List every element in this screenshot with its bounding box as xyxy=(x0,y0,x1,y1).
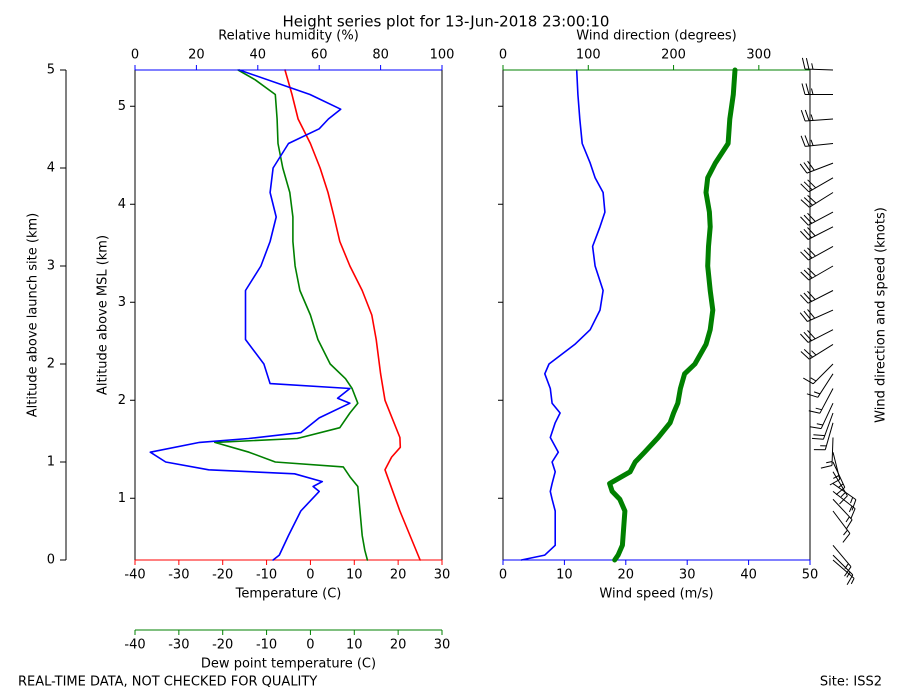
wind-barb xyxy=(811,412,834,440)
wind-barb xyxy=(806,373,834,398)
wind-barb xyxy=(800,135,834,147)
wind-barb xyxy=(832,554,854,586)
x-tick-label: 20 xyxy=(390,638,407,653)
x-tick-label: 0 xyxy=(306,638,314,653)
x-tick-label: -30 xyxy=(168,638,189,653)
wind-barb xyxy=(808,388,834,414)
y-tick-label: 4 xyxy=(47,161,55,176)
y-axis-label: Altitude above launch site (km) xyxy=(26,213,41,417)
wind-barb xyxy=(801,83,833,95)
x-tick-label: 10 xyxy=(346,638,363,653)
wind-barb xyxy=(832,559,855,585)
x-axis-label: Wind speed (m/s) xyxy=(599,587,713,602)
x-axis-label: Dew point temperature (C) xyxy=(201,657,376,672)
x-axis-label: Relative humidity (%) xyxy=(218,29,359,44)
x-tick-label: 30 xyxy=(434,568,451,583)
x-tick-label: 100 xyxy=(576,48,601,63)
wind-barb xyxy=(832,471,848,505)
wind-barb xyxy=(799,160,834,174)
wind-barb xyxy=(800,265,834,281)
x-tick-label: 20 xyxy=(618,568,635,583)
y-tick-label: 5 xyxy=(47,63,55,78)
wind-barb xyxy=(800,245,834,261)
y-tick-label: 3 xyxy=(47,259,55,274)
x-tick-label: 80 xyxy=(372,48,389,63)
x-tick-label: 10 xyxy=(346,568,363,583)
wind-barb xyxy=(803,363,834,385)
profile-line xyxy=(149,69,351,561)
profile-line xyxy=(520,69,606,561)
x-tick-label: 60 xyxy=(311,48,328,63)
y-tick-label: 2 xyxy=(47,357,55,372)
wind-barb xyxy=(832,544,852,577)
wind-barb xyxy=(813,422,834,451)
wind-barb xyxy=(799,309,834,322)
x-tick-label: 50 xyxy=(802,568,819,583)
x-tick-label: -20 xyxy=(212,568,233,583)
x-tick-label: -40 xyxy=(124,568,145,583)
y2-tick-label: 1 xyxy=(118,491,126,506)
x-tick-label: 40 xyxy=(250,48,267,63)
profile-line xyxy=(214,69,369,561)
wind-barb xyxy=(809,402,834,430)
wind-barb xyxy=(832,498,853,530)
x-tick-label: 20 xyxy=(188,48,205,63)
y2-tick-label: 5 xyxy=(118,99,126,114)
barb-label: Wind direction and speed (knots) xyxy=(874,207,889,423)
x-tick-label: 30 xyxy=(434,638,451,653)
wind-barb xyxy=(820,437,834,469)
wind-barb xyxy=(800,290,834,304)
footer-right: Site: ISS2 xyxy=(820,675,882,690)
x-tick-label: -30 xyxy=(168,568,189,583)
profile-line xyxy=(284,69,421,561)
x-tick-label: 30 xyxy=(679,568,696,583)
wind-barb xyxy=(829,452,841,486)
profile-line xyxy=(607,67,738,563)
x-tick-label: 0 xyxy=(499,48,507,63)
y-tick-label: 0 xyxy=(47,553,55,568)
y2-tick-label: 3 xyxy=(118,295,126,310)
x-tick-label: 20 xyxy=(390,568,407,583)
wind-barb xyxy=(800,329,834,343)
x-tick-label: -20 xyxy=(212,638,233,653)
panel-frame xyxy=(502,69,811,561)
x-tick-label: 40 xyxy=(740,568,757,583)
wind-barb xyxy=(832,510,851,543)
x-tick-label: 200 xyxy=(661,48,686,63)
x-tick-label: -40 xyxy=(124,638,145,653)
wind-barb xyxy=(832,461,846,496)
chart-title: Height series plot for 13-Jun-2018 23:00… xyxy=(283,13,610,31)
wind-barb xyxy=(800,343,834,360)
y2-tick-label: 4 xyxy=(118,197,126,212)
x-axis-label: Temperature (C) xyxy=(235,587,342,602)
x-tick-label: -10 xyxy=(256,638,277,653)
y2-tick-label: 2 xyxy=(118,393,126,408)
y2-axis-label: Altitude above MSL (km) xyxy=(96,235,111,395)
wind-barb xyxy=(801,57,834,71)
x-tick-label: 0 xyxy=(306,568,314,583)
x-tick-label: 0 xyxy=(499,568,507,583)
x-tick-label: 10 xyxy=(556,568,573,583)
y-tick-label: 1 xyxy=(47,455,55,470)
wind-barb xyxy=(800,192,834,208)
footer-left: REAL-TIME DATA, NOT CHECKED FOR QUALITY xyxy=(18,675,317,690)
x-axis-label: Wind direction (degrees) xyxy=(576,29,736,44)
wind-barb xyxy=(800,211,834,226)
x-tick-label: 0 xyxy=(131,48,139,63)
wind-barb xyxy=(800,177,834,193)
wind-barb xyxy=(800,109,834,122)
x-tick-label: 300 xyxy=(746,48,771,63)
wind-barb xyxy=(800,226,834,240)
x-tick-label: 100 xyxy=(430,48,455,63)
x-tick-label: -10 xyxy=(256,568,277,583)
